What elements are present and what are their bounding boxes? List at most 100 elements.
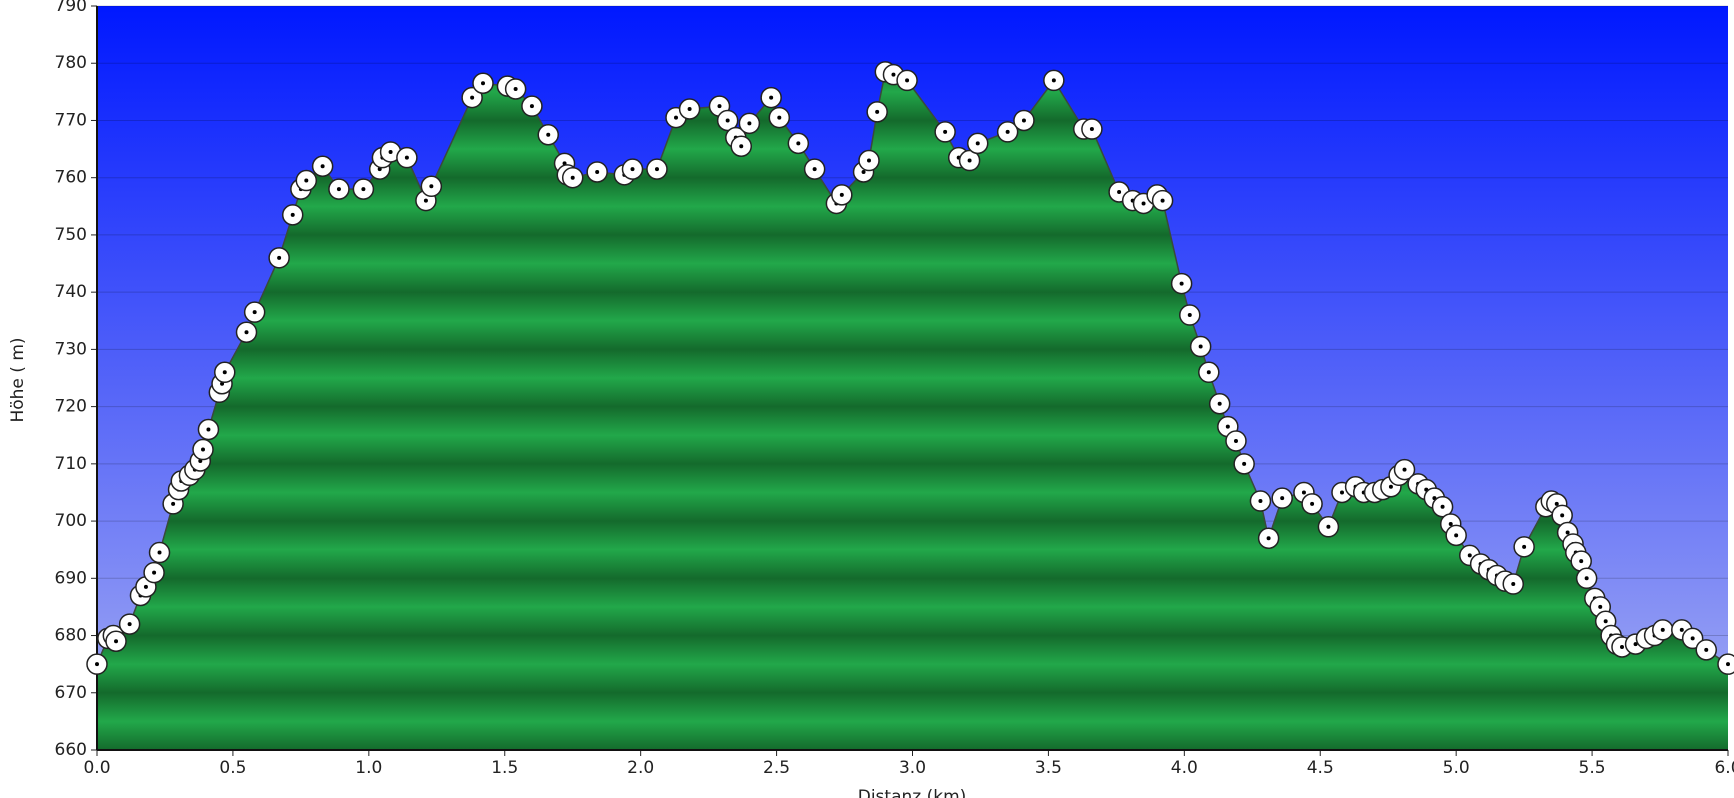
waypoint (214, 361, 236, 384)
waypoint-dot (796, 141, 801, 146)
waypoint-dot (252, 310, 257, 315)
waypoint-dot (222, 370, 227, 375)
waypoint-dot (1554, 501, 1559, 506)
waypoint (1043, 69, 1065, 92)
waypoint-dot (1179, 281, 1184, 286)
waypoint-dot (1187, 313, 1192, 318)
waypoint (586, 161, 608, 183)
waypoint-dot (1448, 521, 1453, 526)
waypoint-dot (1565, 530, 1570, 535)
y-tick-label: 780 (55, 53, 87, 73)
waypoint (118, 613, 141, 635)
waypoint-dot (739, 144, 744, 149)
waypoint-dot (1225, 424, 1230, 429)
waypoint-dot (529, 104, 534, 109)
waypoint (1652, 619, 1674, 641)
waypoint-dot (481, 81, 486, 86)
waypoint-dot (1619, 644, 1624, 649)
x-tick-label: 5.0 (1443, 758, 1470, 778)
waypoint (243, 301, 266, 323)
waypoint-dot (1660, 627, 1665, 632)
waypoint-dot (1690, 636, 1695, 641)
waypoint-dot (361, 187, 366, 192)
waypoint-dot (1242, 461, 1247, 466)
waypoint (328, 178, 350, 200)
waypoint-dot (769, 95, 774, 100)
waypoint-dot (513, 86, 518, 91)
waypoint-dot (320, 164, 325, 169)
y-tick-label: 680 (55, 626, 87, 646)
waypoint-dot (1310, 501, 1315, 506)
waypoint-dot (429, 184, 434, 189)
waypoint-dot (1160, 198, 1165, 203)
waypoint (537, 124, 559, 146)
waypoint (235, 321, 258, 343)
waypoint-dot (867, 158, 872, 163)
waypoint (1502, 573, 1525, 595)
y-tick-label: 710 (55, 454, 87, 474)
waypoint-dot (152, 570, 157, 575)
x-tick-label: 4.5 (1307, 758, 1334, 778)
waypoint-dot (95, 662, 99, 667)
waypoint-dot (1467, 553, 1472, 558)
waypoint-dot (1704, 647, 1709, 652)
waypoint (1271, 487, 1293, 509)
x-tick-label: 0.5 (219, 758, 246, 778)
waypoint-dot (404, 155, 409, 160)
waypoint (352, 178, 375, 200)
waypoint-dot (1511, 582, 1516, 587)
waypoint (295, 169, 318, 192)
waypoint-dot (975, 141, 980, 146)
y-tick-label: 740 (55, 282, 87, 302)
waypoint (1179, 304, 1201, 326)
y-tick-label: 660 (55, 740, 87, 760)
waypoint-dot (905, 78, 910, 83)
waypoint (461, 86, 483, 109)
waypoint (768, 106, 791, 129)
waypoint-dot (127, 622, 132, 627)
waypoint (738, 112, 761, 135)
x-tick-label: 2.5 (763, 758, 790, 778)
waypoint (1257, 527, 1280, 549)
waypoint (396, 146, 418, 169)
waypoint (420, 175, 443, 198)
waypoint (1081, 118, 1103, 140)
waypoint-dot (570, 175, 575, 180)
waypoint (760, 86, 782, 109)
x-tick-label: 0.0 (83, 758, 110, 778)
waypoint-dot (1233, 438, 1238, 443)
waypoint-dot (891, 72, 896, 77)
waypoint-dot (777, 115, 782, 120)
x-tick-label: 4.0 (1171, 758, 1198, 778)
waypoint-dot (336, 187, 341, 192)
waypoint-dot (875, 109, 880, 114)
waypoint-dot (1206, 370, 1211, 375)
waypoint (1513, 536, 1535, 558)
y-tick-label: 760 (55, 168, 87, 188)
waypoint-dot (304, 178, 309, 183)
waypoint (148, 541, 171, 564)
waypoint-dot (201, 447, 206, 452)
waypoint (966, 132, 989, 155)
waypoint (1393, 458, 1416, 481)
y-axis-label: Höhe ( m) (8, 337, 28, 422)
waypoint (268, 247, 290, 269)
x-tick-label: 1.5 (491, 758, 518, 778)
waypoint-dot (114, 639, 119, 644)
waypoint-dot (1301, 490, 1306, 495)
x-tick-label: 1.0 (355, 758, 382, 778)
waypoint (1445, 524, 1467, 547)
waypoint (934, 121, 956, 143)
waypoint (730, 135, 752, 157)
waypoint-dot (1598, 604, 1603, 609)
waypoint (678, 98, 701, 120)
waypoint (996, 121, 1019, 143)
waypoint (561, 166, 584, 189)
waypoint (1151, 189, 1174, 212)
waypoint (1301, 493, 1323, 515)
waypoint-dot (277, 255, 282, 260)
waypoint-dot (812, 167, 817, 172)
waypoint-dot (943, 129, 948, 134)
